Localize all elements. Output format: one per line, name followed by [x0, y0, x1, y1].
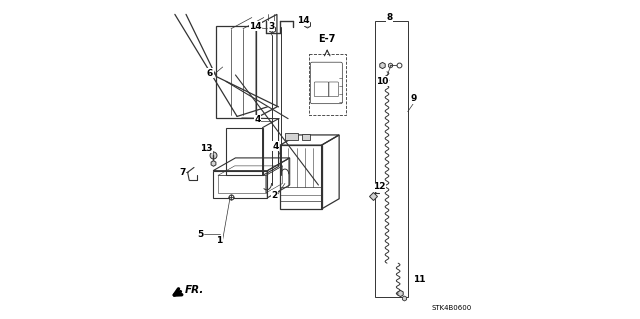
Bar [303, 134, 310, 140]
Text: 7: 7 [179, 168, 186, 177]
Text: 2: 2 [271, 191, 278, 200]
Bar [309, 54, 346, 115]
Text: 4: 4 [272, 142, 278, 151]
Text: 13: 13 [200, 144, 213, 153]
Text: 11: 11 [413, 275, 425, 284]
Text: 9: 9 [411, 94, 417, 103]
Text: 8: 8 [387, 13, 393, 22]
Bar [285, 133, 298, 140]
Text: STK4B0600: STK4B0600 [431, 305, 472, 311]
Text: 10: 10 [376, 77, 388, 86]
Text: E-7: E-7 [319, 34, 336, 44]
Text: 6: 6 [207, 69, 213, 78]
Bar [375, 21, 408, 297]
Text: 4: 4 [255, 115, 261, 124]
Text: FR.: FR. [184, 285, 204, 295]
Text: 3: 3 [268, 22, 275, 31]
Text: 12: 12 [372, 182, 385, 191]
Text: 1: 1 [216, 236, 223, 245]
Text: 5: 5 [197, 230, 204, 239]
Text: 14: 14 [297, 16, 310, 25]
Text: 14: 14 [249, 22, 262, 31]
